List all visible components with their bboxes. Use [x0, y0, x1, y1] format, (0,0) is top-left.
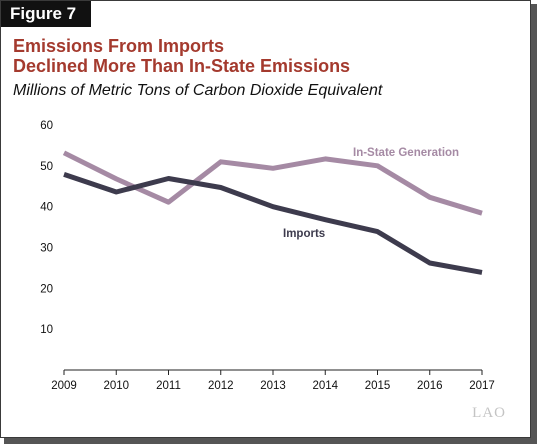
y-axis-ticks: 10 20 30 40 50 60	[40, 120, 53, 336]
figure-label: Figure 7	[1, 1, 91, 27]
series-line-imports	[63, 172, 483, 275]
y-tick-label: 50	[40, 161, 53, 173]
x-tick-label: 2013	[260, 380, 286, 392]
x-tick-label: 2016	[417, 380, 443, 392]
y-tick-label: 30	[40, 243, 53, 255]
x-axis-ticks: 2009 2010 2011 2012 2013 2014 2015 2016 2017	[51, 370, 495, 392]
x-tick-label: 2009	[51, 380, 77, 392]
y-tick-label: 10	[40, 324, 53, 336]
chart-title: Emissions From Imports Declined More Tha…	[13, 36, 350, 76]
series-label-in-state: In-State Generation	[353, 147, 459, 159]
x-tick-label: 2017	[469, 380, 495, 392]
figure-frame: Figure 7 Emissions From Imports Declined…	[0, 0, 531, 438]
x-tick-label: 2011	[156, 380, 181, 392]
chart-subtitle: Millions of Metric Tons of Carbon Dioxid…	[13, 82, 383, 99]
x-tick-label: 2010	[103, 380, 129, 392]
y-tick-label: 20	[40, 283, 53, 295]
chart-title-line-2: Declined More Than In-State Emissions	[13, 56, 351, 76]
x-tick-label: 2012	[208, 380, 234, 392]
y-tick-label: 60	[40, 120, 53, 132]
x-tick-label: 2015	[365, 380, 391, 392]
y-tick-label: 40	[40, 202, 53, 214]
x-tick-label: 2014	[312, 380, 338, 392]
series-lines	[62, 150, 483, 275]
line-chart: 10 20 30 40 50 60 2009 2010 2011 2012 2013 2014 201…	[40, 120, 495, 392]
chart-title-line-1: Emissions From Imports	[13, 36, 225, 56]
series-label-imports: Imports	[283, 228, 325, 240]
lao-logo: LAO	[472, 405, 506, 421]
